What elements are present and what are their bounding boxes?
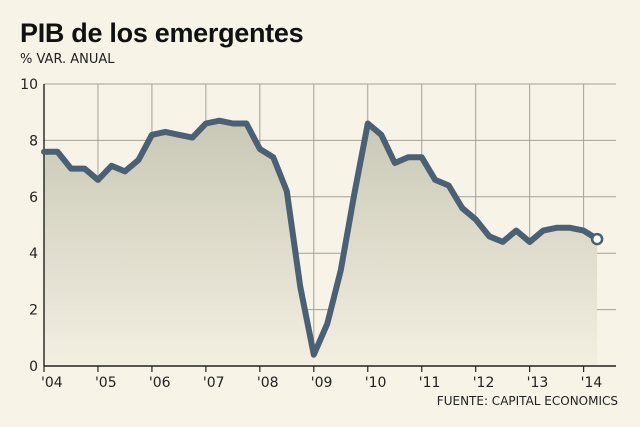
y-tick-label: 6 <box>29 190 38 206</box>
x-tick-label: '08 <box>257 375 279 391</box>
x-tick-label: '10 <box>365 375 387 391</box>
series-area <box>44 120 598 366</box>
x-tick-label: '12 <box>473 375 495 391</box>
series-line <box>41 117 601 358</box>
x-tick-label: '11 <box>419 375 441 391</box>
x-tick-label: '09 <box>311 375 333 391</box>
x-tick-label: '07 <box>203 375 225 391</box>
x-tick-label: '05 <box>95 375 117 391</box>
x-tick-label: '14 <box>581 375 603 391</box>
y-tick-label: 2 <box>29 303 38 319</box>
chart-source: FUENTE: CAPITAL ECONOMICS <box>436 394 618 408</box>
y-tick-label: 4 <box>29 246 38 262</box>
y-tick-label: 0 <box>29 359 38 375</box>
chart-title: PIB de los emergentes <box>20 18 304 48</box>
chart-subtitle: % VAR. ANUAL <box>20 52 115 67</box>
x-tick-label: '06 <box>149 375 171 391</box>
x-tick-label: '13 <box>527 375 549 391</box>
y-tick-label: 10 <box>20 77 38 93</box>
x-tick-label: '04 <box>41 375 63 391</box>
y-tick-label: 8 <box>29 133 38 149</box>
series-end-marker <box>590 232 604 246</box>
